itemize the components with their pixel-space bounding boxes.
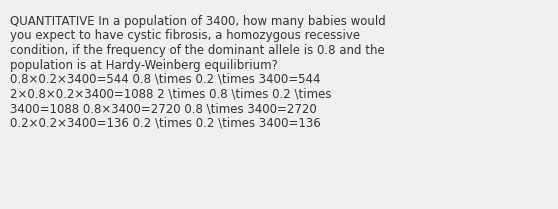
- Text: 0.8×0.2×3400=544 0.8 \times 0.2 \times 3400=544: 0.8×0.2×3400=544 0.8 \times 0.2 \times 3…: [10, 73, 320, 86]
- Text: condition, if the frequency of the dominant allele is 0.8 and the: condition, if the frequency of the domin…: [10, 44, 385, 57]
- Text: you expect to have cystic fibrosis, a homozygous recessive: you expect to have cystic fibrosis, a ho…: [10, 29, 360, 42]
- Text: population is at Hardy-Weinberg equilibrium?: population is at Hardy-Weinberg equilibr…: [10, 59, 278, 71]
- Text: QUANTITATIVE In a population of 3400, how many babies would: QUANTITATIVE In a population of 3400, ho…: [10, 15, 386, 28]
- Text: 3400=1088 0.8×3400=2720 0.8 \times 3400=2720: 3400=1088 0.8×3400=2720 0.8 \times 3400=…: [10, 102, 317, 115]
- Text: 2×0.8×0.2×3400=1088 2 \times 0.8 \times 0.2 \times: 2×0.8×0.2×3400=1088 2 \times 0.8 \times …: [10, 88, 331, 101]
- Text: 0.2×0.2×3400=136 0.2 \times 0.2 \times 3400=136: 0.2×0.2×3400=136 0.2 \times 0.2 \times 3…: [10, 116, 321, 130]
